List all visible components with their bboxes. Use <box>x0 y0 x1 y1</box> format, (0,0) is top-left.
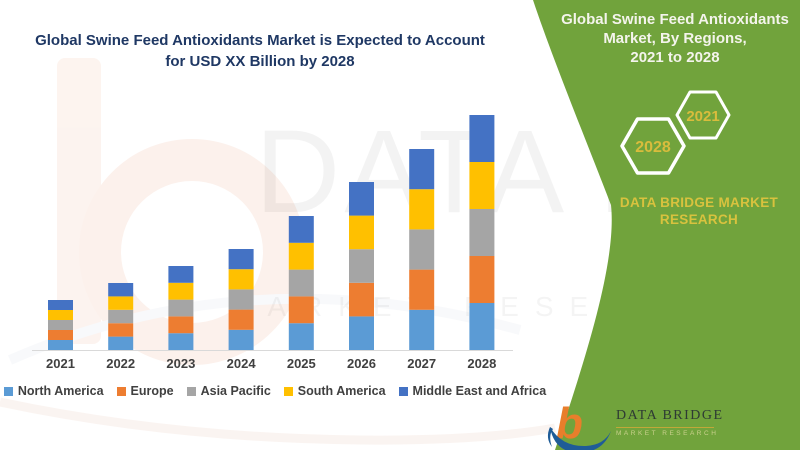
green-panel-shape <box>533 0 800 450</box>
hexagon-2021: 2021 <box>675 90 731 140</box>
bar-segment-north-america-2027 <box>409 309 435 350</box>
watermark-swoosh-pink <box>0 397 556 445</box>
footer-logo-mark: b <box>547 399 611 450</box>
legend-item-north-america: North America <box>3 384 104 398</box>
bar-segment-south-america-2021 <box>48 310 73 320</box>
bar-segment-north-america-2023 <box>168 333 194 350</box>
bar-segment-south-america-2025 <box>288 242 314 270</box>
green-title-line3: 2021 to 2028 <box>630 49 720 66</box>
logo-swoosh-tail <box>547 427 553 447</box>
bar-segment-south-america-2028 <box>469 162 495 209</box>
watermark-logo-b <box>0 58 556 445</box>
green-title-line1: Global Swine Feed Antioxidants <box>561 11 789 28</box>
x-axis-labels: 2021 2022 2023 2024 2025 2026 2027 2028 <box>0 356 540 374</box>
brand-caps-line1: DATA BRIDGE MARKET <box>619 195 779 210</box>
bar-segment-asia-pacific-2026 <box>349 249 374 283</box>
bar-segment-north-america-2028 <box>469 303 495 350</box>
bar-segment-middle-east-and-africa-2026 <box>349 182 374 216</box>
bar-segment-europe-2024 <box>228 309 254 330</box>
bar-segment-south-america-2026 <box>349 215 374 250</box>
bar-segment-north-america-2025 <box>288 323 314 350</box>
footer-logo-name: DATA BRIDGE <box>616 408 724 423</box>
bar-segment-north-america-2024 <box>228 329 254 350</box>
x-axis-label-2027: 2027 <box>407 356 437 371</box>
x-axis-label-2022: 2022 <box>106 356 136 371</box>
legend-label: North America <box>17 384 104 398</box>
bar-segment-middle-east-and-africa-2021 <box>48 300 73 310</box>
bar-segment-asia-pacific-2028 <box>469 209 495 256</box>
hexagon-2028: 2028 <box>620 117 686 175</box>
bar-segment-europe-2025 <box>288 296 314 324</box>
watermark-swoosh-blue <box>7 293 522 365</box>
brand-caps-line2: RESEARCH <box>659 212 739 227</box>
bar-segment-south-america-2024 <box>228 269 254 290</box>
bar-segment-north-america-2022 <box>108 336 134 350</box>
chart-title-line2: for USD XX Billion by 2028 <box>165 53 355 70</box>
bar-segment-middle-east-and-africa-2025 <box>288 216 314 243</box>
chart-legend: North America Europe Asia Pacific South Ame… <box>3 384 546 398</box>
brand-caps-text: DATA BRIDGE MARKET RESEARCH <box>599 194 799 228</box>
legend-item-europe: Europe <box>116 384 174 398</box>
legend-label: Europe <box>130 384 174 398</box>
bar-segment-asia-pacific-2027 <box>409 229 435 270</box>
bar-segment-south-america-2027 <box>409 189 435 230</box>
legend-swatch-icon <box>116 386 126 396</box>
legend-label: Asia Pacific <box>200 384 271 398</box>
bar-segment-north-america-2026 <box>349 316 374 350</box>
bar-segment-asia-pacific-2022 <box>108 309 134 324</box>
bar-segment-middle-east-and-africa-2022 <box>108 283 134 297</box>
green-panel-title: Global Swine Feed Antioxidants Market, B… <box>560 10 790 67</box>
legend-item-asia-pacific: Asia Pacific <box>186 384 271 398</box>
bar-segment-north-america-2021 <box>48 340 73 350</box>
x-axis-label-2023: 2023 <box>166 356 196 371</box>
x-axis-label-2026: 2026 <box>347 356 376 371</box>
bar-segment-asia-pacific-2021 <box>48 320 73 330</box>
legend-label: South America <box>297 384 386 398</box>
bar-segment-europe-2027 <box>409 269 435 310</box>
legend-swatch-icon <box>283 386 293 396</box>
bar-segment-middle-east-and-africa-2027 <box>409 149 435 190</box>
bar-segment-south-america-2023 <box>168 282 194 300</box>
bar-segment-middle-east-and-africa-2028 <box>469 115 495 162</box>
x-axis-label-2021: 2021 <box>46 356 75 371</box>
bar-segment-asia-pacific-2025 <box>288 269 314 297</box>
bar-segment-south-america-2022 <box>108 296 134 310</box>
x-axis-label-2024: 2024 <box>226 356 256 371</box>
bar-segment-europe-2021 <box>48 330 73 340</box>
logo-swoosh <box>550 427 611 450</box>
bar-segment-europe-2028 <box>469 256 495 303</box>
bar-segment-europe-2022 <box>108 323 134 337</box>
footer-logo-rule <box>616 427 714 428</box>
legend-swatch-icon <box>398 386 408 396</box>
hexagon-2021-label: 2021 <box>686 108 719 125</box>
bar-segment-europe-2026 <box>349 282 374 317</box>
bar-segment-middle-east-and-africa-2023 <box>168 266 194 283</box>
bar-segment-europe-2023 <box>168 316 194 334</box>
legend-item-south-america: South America <box>283 384 386 398</box>
legend-label: Middle East and Africa <box>412 384 547 398</box>
bar-segment-middle-east-and-africa-2024 <box>228 249 254 270</box>
legend-swatch-icon <box>3 386 13 396</box>
bar-segment-asia-pacific-2024 <box>228 289 254 310</box>
hexagon-2028-label: 2028 <box>635 139 671 156</box>
x-axis-label-2028: 2028 <box>467 356 497 371</box>
legend-item-middle-east-and-africa: Middle East and Africa <box>398 384 547 398</box>
legend-swatch-icon <box>186 386 196 396</box>
chart-title: Global Swine Feed Antioxidants Market is… <box>20 30 500 72</box>
bar-segment-asia-pacific-2023 <box>168 299 194 317</box>
chart-title-line1: Global Swine Feed Antioxidants Market is… <box>35 32 485 49</box>
x-axis-label-2025: 2025 <box>286 356 316 371</box>
green-title-line2: Market, By Regions, <box>603 30 747 47</box>
footer-logo-subtitle: MARKET RESEARCH <box>616 430 719 437</box>
